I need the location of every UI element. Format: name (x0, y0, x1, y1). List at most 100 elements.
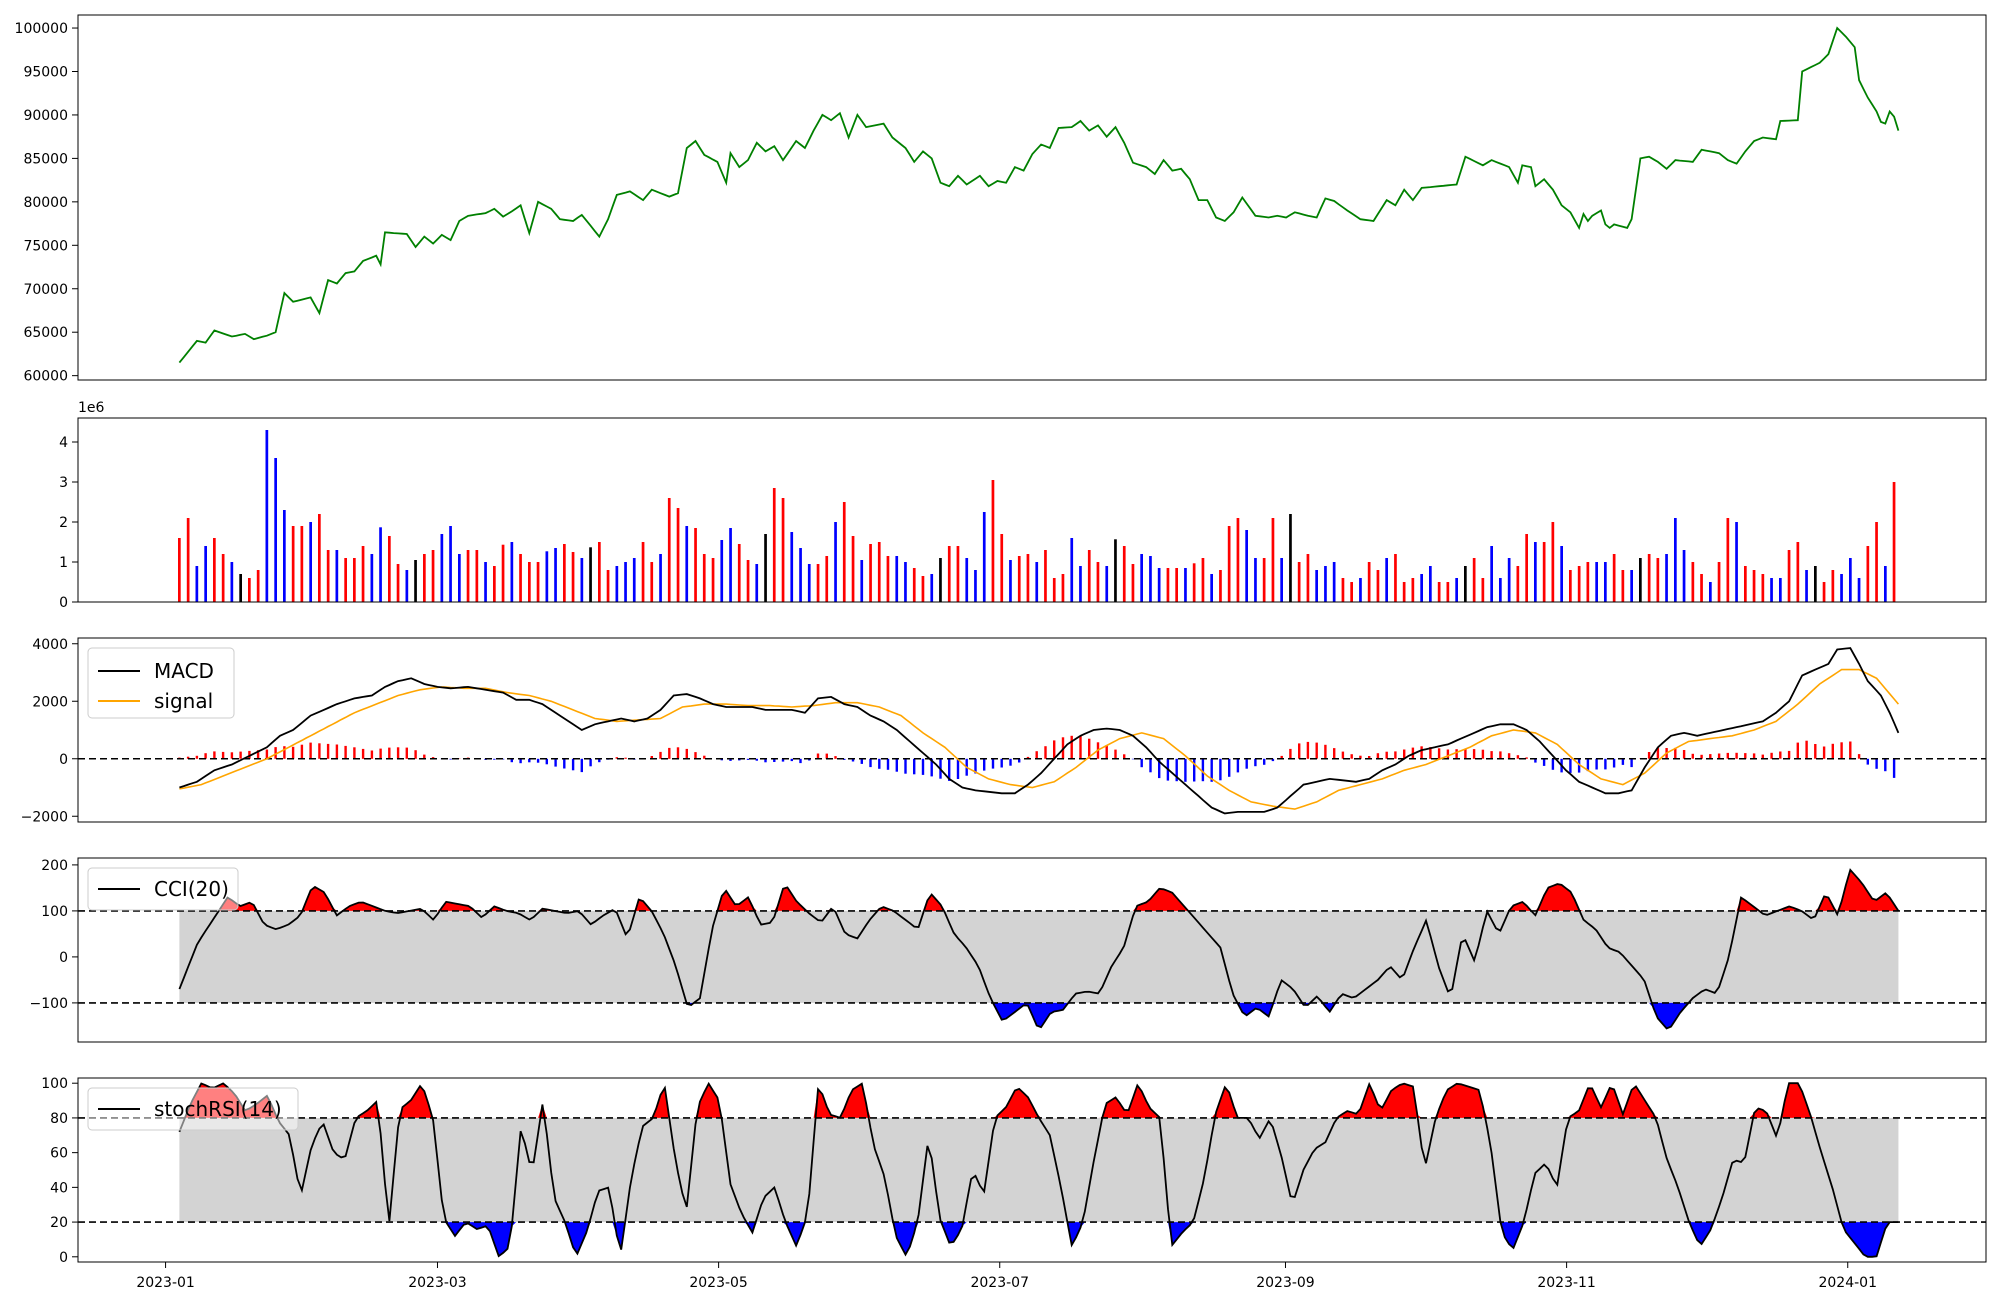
cci-overbought-fill (179, 870, 1898, 911)
volume-bar (782, 498, 785, 602)
volume-bar (834, 522, 837, 602)
volume-bar (1350, 582, 1353, 602)
volume-bar (1875, 522, 1878, 602)
volume-bar (1097, 562, 1100, 602)
macd-histogram-bar (196, 756, 198, 759)
stochrsi-y-tick-label: 40 (50, 1180, 68, 1196)
volume-bar (1867, 546, 1870, 602)
macd-histogram-bar (1849, 742, 1851, 759)
price-y-tick-label: 95000 (23, 64, 68, 80)
macd-histogram-bar (1805, 741, 1807, 759)
x-tick-label: 2023-11 (1537, 1275, 1596, 1291)
macd-histogram-bar (353, 747, 355, 759)
volume-bar (1893, 482, 1896, 602)
macd-histogram-bar (1508, 753, 1510, 759)
macd-histogram-bar (826, 754, 828, 759)
price-y-tick-label: 80000 (23, 195, 68, 211)
macd-histogram-bar (1394, 751, 1396, 758)
volume-bar (1412, 578, 1415, 602)
macd-histogram-bar (301, 745, 303, 759)
volume-bar (554, 548, 557, 602)
volume-bar (1718, 562, 1721, 602)
macd-histogram-bar (563, 759, 565, 769)
macd-legend-label: signal (154, 689, 213, 713)
volume-bar (1797, 542, 1800, 602)
volume-bar (1307, 554, 1310, 602)
macd-histogram-bar (406, 748, 408, 759)
volume-bar (738, 544, 741, 602)
volume-bar (869, 544, 872, 602)
x-tick-label: 2023-07 (970, 1275, 1029, 1291)
volume-bar (283, 510, 286, 602)
volume-bar (1814, 566, 1817, 602)
volume-bar (423, 554, 426, 602)
volume-bar (825, 556, 828, 602)
volume-bar (1219, 570, 1222, 602)
volume-bar (1700, 574, 1703, 602)
volume-bar (213, 538, 216, 602)
volume-bar (449, 526, 452, 602)
macd-histogram-bar (1202, 759, 1204, 781)
volume-bar (1543, 542, 1546, 602)
macd-y-tick-label: −2000 (21, 809, 68, 825)
volume-bar (1175, 568, 1178, 602)
x-tick-label: 2023-01 (136, 1275, 195, 1291)
volume-bar (1447, 582, 1450, 602)
volume-bar (974, 570, 977, 602)
volume-bar (292, 526, 295, 602)
price-y-tick-label: 85000 (23, 151, 68, 167)
macd-histogram-bar (222, 752, 224, 759)
volume-bar (607, 570, 610, 602)
volume-bar (196, 566, 199, 602)
volume-bar (1027, 554, 1030, 602)
macd-histogram-bar (694, 752, 696, 759)
volume-bar (1692, 562, 1695, 602)
volume-bar (1753, 570, 1756, 602)
macd-histogram-bar (344, 746, 346, 759)
volume-bar (493, 566, 496, 602)
macd-histogram-bar (1455, 749, 1457, 759)
macd-histogram-bar (1079, 736, 1081, 759)
macd-histogram-bar (904, 759, 906, 774)
macd-histogram-bar (1875, 759, 1877, 769)
volume-bar (1604, 562, 1607, 602)
volume-bar (1517, 566, 1520, 602)
volume-bar (388, 536, 391, 602)
macd-histogram-bar (318, 743, 320, 759)
volume-bar (939, 558, 942, 602)
volume-bar (1245, 530, 1248, 602)
volume-bar (1534, 542, 1537, 602)
stochrsi-band (179, 1118, 1898, 1222)
cci-y-tick-label: −100 (30, 996, 68, 1012)
volume-bar (1149, 556, 1152, 602)
volume-bar (1202, 558, 1205, 602)
macd-histogram-bar (554, 759, 556, 767)
macd-histogram-bar (589, 759, 591, 767)
volume-bar (1035, 562, 1038, 602)
volume-bar (1018, 556, 1021, 602)
volume-bar (1587, 562, 1590, 602)
macd-histogram-bar (1490, 751, 1492, 759)
volume-bar (1237, 518, 1240, 602)
volume-bar (1552, 522, 1555, 602)
volume-bar (659, 554, 662, 602)
macd-histogram-bar (292, 747, 294, 759)
volume-bar (1788, 550, 1791, 602)
price-line (179, 28, 1898, 363)
volume-bar (406, 570, 409, 602)
volume-bar (1455, 578, 1458, 602)
macd-histogram-bar (668, 748, 670, 759)
volume-bar (1000, 534, 1003, 602)
cci-y-tick-label: 0 (59, 950, 68, 966)
volume-bar (1359, 578, 1362, 602)
volume-bar (1657, 558, 1660, 602)
volume-bar (1727, 518, 1730, 602)
volume-bar (1884, 566, 1887, 602)
macd-histogram-bar (537, 759, 539, 763)
volume-bar (720, 540, 723, 602)
volume-bar (1429, 566, 1432, 602)
volume-bar (327, 550, 330, 602)
